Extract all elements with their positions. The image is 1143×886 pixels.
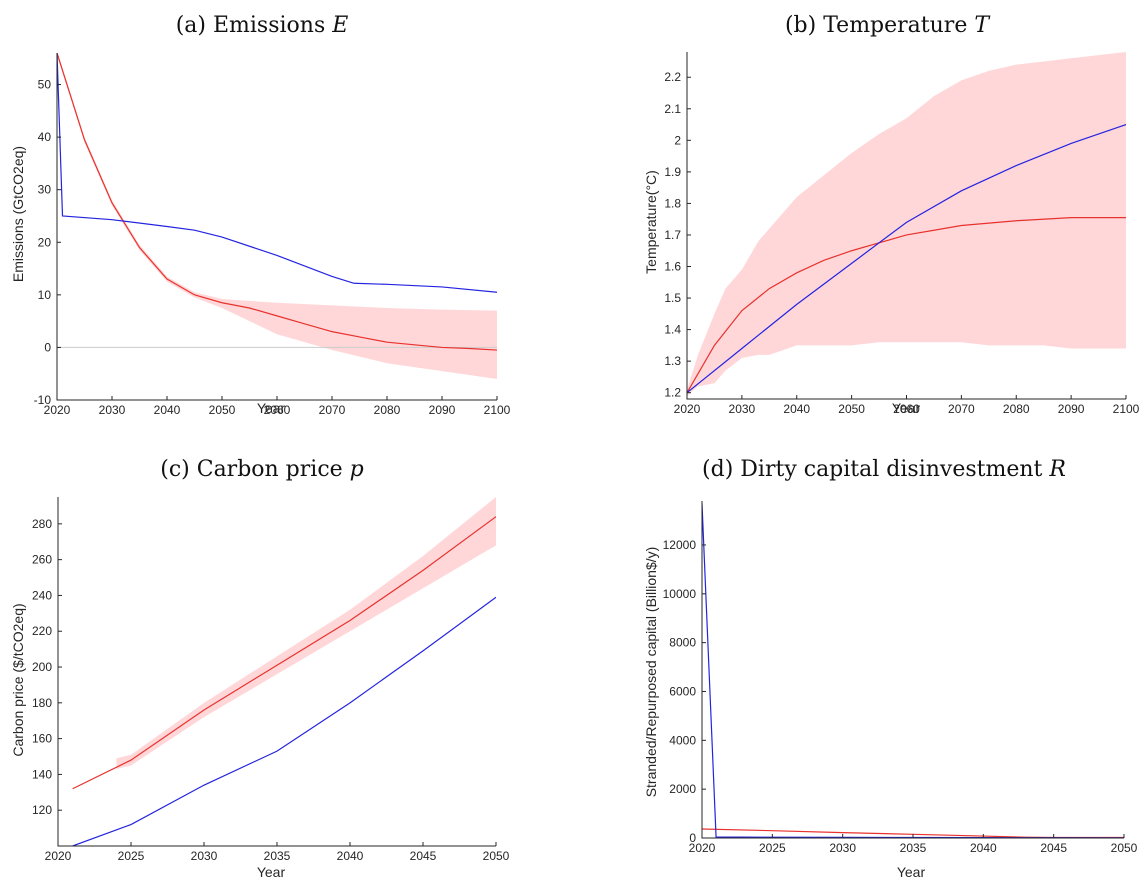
y-tick-label: 30 — [38, 183, 52, 197]
y-tick-label: -10 — [34, 393, 52, 407]
x-tick-label: 2040 — [783, 402, 810, 416]
y-tick-label: 2.1 — [664, 102, 681, 116]
panel-title: (b) Temperature T — [785, 13, 991, 38]
x-tick-label: 2040 — [970, 841, 997, 855]
y-tick-label: 10 — [38, 288, 52, 302]
x-tick-label: 2020 — [689, 841, 716, 855]
x-tick-label: 2025 — [759, 841, 786, 855]
y-tick-label: 12000 — [663, 538, 697, 552]
y-tick-label: 1.6 — [664, 260, 681, 274]
x-tick-label: 2080 — [1003, 402, 1030, 416]
x-tick-label: 2090 — [1058, 402, 1085, 416]
x-tick-label: 2030 — [829, 841, 856, 855]
blue-series-line — [687, 123, 1126, 394]
x-tick-label: 2100 — [484, 403, 511, 417]
y-tick-label: 140 — [32, 767, 52, 781]
y-tick-label: 8000 — [669, 636, 696, 650]
y-tick-label: 160 — [32, 732, 52, 746]
panel-title: (c) Carbon price p — [160, 457, 364, 482]
y-tick-label: 6000 — [669, 684, 696, 698]
y-tick-label: 10000 — [663, 587, 697, 601]
x-tick-label: 2035 — [264, 849, 291, 863]
y-tick-label: 0 — [689, 831, 696, 845]
uncertainty-band — [57, 53, 497, 379]
red-series-line — [57, 53, 497, 351]
y-tick-label: 4000 — [669, 733, 696, 747]
y-axis-label: Emissions (GtCO2eq) — [10, 146, 26, 282]
y-tick-label: 2.2 — [664, 70, 681, 84]
x-tick-label: 2030 — [191, 849, 218, 863]
x-axis-label: Year — [892, 400, 921, 416]
y-tick-label: 2000 — [669, 782, 696, 796]
panel-dirty-capital: (d) Dirty capital disinvestment R 2020 20… — [643, 457, 1138, 880]
x-tick-label: 2050 — [483, 849, 510, 863]
blue-series-line — [72, 596, 496, 846]
x-tick-label: 2060 — [264, 403, 291, 417]
x-tick-label: 2080 — [374, 403, 401, 417]
y-axis-label: Temperature(°C) — [643, 170, 659, 274]
x-tick-label: 2050 — [209, 403, 236, 417]
panel-title: (d) Dirty capital disinvestment R — [702, 457, 1066, 482]
x-tick-label: 2020 — [45, 849, 72, 863]
x-tick-label: 2040 — [154, 403, 181, 417]
y-tick-label: 2 — [674, 133, 681, 147]
x-tick-label: 2090 — [429, 403, 456, 417]
y-tick-label: 1.8 — [664, 196, 681, 210]
y-tick-label: 120 — [32, 803, 52, 817]
x-tick-label: 2020 — [44, 403, 71, 417]
y-tick-label: 1.3 — [664, 354, 681, 368]
x-tick-label: 2045 — [1040, 841, 1067, 855]
x-tick-label: 2030 — [729, 402, 756, 416]
y-axis-label: Carbon price ($/tCO2eq) — [10, 603, 26, 756]
axis-frame — [701, 501, 1124, 839]
uncertainty-band — [116, 497, 496, 770]
y-tick-label: 260 — [32, 553, 52, 567]
x-tick-label: 2045 — [410, 849, 437, 863]
blue-series-line — [57, 53, 497, 293]
x-tick-label: 2025 — [118, 849, 145, 863]
x-tick-label: 2030 — [99, 403, 126, 417]
y-axis-label: Stranded/Repurposed capital (Billion$/y) — [643, 547, 659, 798]
y-tick-label: 200 — [32, 660, 52, 674]
y-tick-label: 1.4 — [664, 323, 681, 337]
x-tick-label: 2100 — [1113, 402, 1140, 416]
x-tick-label: 2060 — [893, 402, 920, 416]
x-tick-label: 2070 — [319, 403, 346, 417]
x-tick-label: 2050 — [838, 402, 865, 416]
panel-title: (a) Emissions E — [176, 13, 349, 38]
panel-emissions: (a) Emissions E 2020 2030 2040 2050 2060 2070… — [10, 13, 511, 417]
y-tick-label: 50 — [38, 78, 52, 92]
x-tick-label: 2050 — [1111, 841, 1138, 855]
y-tick-label: 1.5 — [664, 291, 681, 305]
uncertainty-band — [687, 52, 1126, 396]
y-tick-label: 0 — [44, 340, 51, 354]
x-axis-label: Year — [257, 400, 286, 416]
red-series-line — [687, 217, 1126, 393]
red-series-line — [72, 516, 496, 790]
x-tick-label: 2035 — [900, 841, 927, 855]
y-tick-label: 240 — [32, 588, 52, 602]
panel-temperature: (b) Temperature T 2020 2030 2040 2050 2060 20… — [643, 13, 1140, 416]
y-tick-label: 220 — [32, 624, 52, 638]
y-tick-label: 1.7 — [664, 228, 681, 242]
panel-carbon-price: (c) Carbon price p 2020 2025 2030 2035 2040 2… — [10, 457, 510, 880]
x-axis-label: Year — [257, 864, 286, 880]
y-tick-label: 20 — [38, 235, 52, 249]
y-tick-label: 280 — [32, 517, 52, 531]
y-tick-label: 1.9 — [664, 165, 681, 179]
y-tick-label: 180 — [32, 696, 52, 710]
y-tick-label: 1.2 — [664, 386, 681, 400]
x-tick-label: 2070 — [948, 402, 975, 416]
y-tick-label: 40 — [38, 130, 52, 144]
x-axis-label: Year — [897, 864, 926, 880]
x-tick-label: 2020 — [674, 402, 701, 416]
x-tick-label: 2040 — [337, 849, 364, 863]
blue-series-line — [702, 503, 1124, 838]
